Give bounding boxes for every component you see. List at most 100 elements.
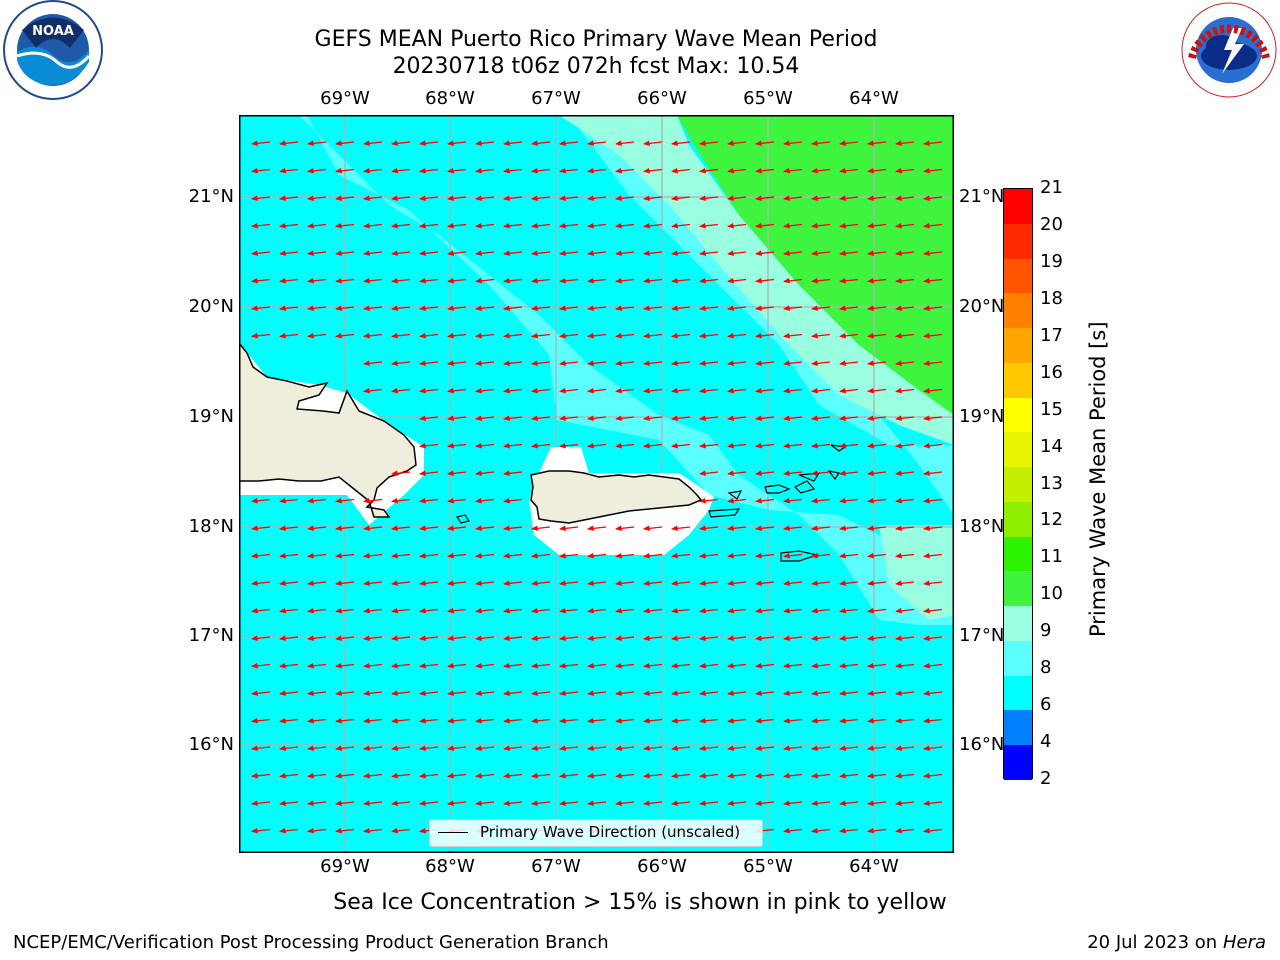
wave-arrow-head (559, 305, 566, 311)
wave-arrow-head (643, 443, 650, 449)
wave-arrow-head (531, 223, 538, 229)
wave-arrow-head (755, 553, 762, 559)
wave-arrow-head (867, 498, 874, 504)
wave-arrow-head (335, 745, 342, 751)
puerto-rico-landmass (530, 470, 703, 524)
colorbar-tick-label: 4 (1040, 731, 1052, 753)
wave-arrow-head (307, 140, 314, 146)
wave-arrow-head (307, 195, 314, 201)
wave-arrow-head (839, 140, 846, 146)
colorbar-segment (1004, 536, 1032, 572)
colorbar-segment (1004, 397, 1032, 433)
wave-arrow-head (783, 360, 790, 366)
wave-arrow-head (475, 140, 482, 146)
wave-arrow-head (391, 278, 398, 284)
wave-arrow-head (503, 195, 510, 201)
wave-arrow-head (503, 305, 510, 311)
wave-arrow-head (391, 580, 398, 586)
wave-arrow-head (727, 498, 734, 504)
wave-arrow-head (251, 580, 258, 586)
wave-arrow-head (587, 168, 594, 174)
wave-arrow-head (671, 388, 678, 394)
colorbar-segment (1004, 467, 1032, 503)
wave-arrow-head (783, 223, 790, 229)
wave-arrow-head (587, 773, 594, 779)
wave-arrow-head (391, 525, 398, 531)
wave-arrow-head (419, 800, 426, 806)
lat-tick-left: 20°N (188, 296, 234, 317)
period-region-10-11 (677, 115, 954, 415)
wave-arrow-head (363, 690, 370, 696)
wave-arrow-head (335, 663, 342, 669)
wave-arrow-head (727, 635, 734, 641)
wave-arrow-head (363, 250, 370, 256)
wave-arrow-head (671, 580, 678, 586)
wave-arrow-head (783, 498, 790, 504)
wave-arrow-head (559, 223, 566, 229)
lat-tick-left: 17°N (188, 625, 234, 646)
wave-arrow-head (895, 443, 902, 449)
lon-tick-bottom: 67°W (531, 856, 581, 877)
wave-arrow-head (419, 690, 426, 696)
colorbar-segment (1004, 293, 1032, 329)
wave-arrow-head (559, 388, 566, 394)
wave-arrow-head (839, 415, 846, 421)
wave-arrow-head (755, 415, 762, 421)
wave-arrow-head (839, 333, 846, 339)
wave-arrow-head (447, 250, 454, 256)
wave-arrow-head (363, 635, 370, 641)
wave-arrow-head (587, 525, 594, 531)
wave-arrow-head (363, 388, 370, 394)
wave-arrow-head (279, 305, 286, 311)
wave-arrow-head (867, 250, 874, 256)
wave-arrow-head (503, 470, 510, 476)
wave-arrow-head (587, 800, 594, 806)
wave-arrow-head (839, 223, 846, 229)
wave-arrow-head (783, 195, 790, 201)
wave-arrow-head (475, 800, 482, 806)
wave-arrow-head (755, 305, 762, 311)
wave-arrow-head (587, 195, 594, 201)
wave-arrow-head (503, 580, 510, 586)
wave-arrow-head (363, 553, 370, 559)
nws-logo (1178, 0, 1280, 100)
wave-arrow-head (447, 333, 454, 339)
wave-arrow-head (615, 608, 622, 614)
wave-arrow-head (251, 305, 258, 311)
colorbar-segment (1004, 432, 1032, 468)
wave-arrow-head (335, 140, 342, 146)
colorbar-segment (1004, 640, 1032, 677)
wave-arrow-head (895, 718, 902, 724)
lat-tick-right: 16°N (959, 734, 1005, 755)
wave-arrow-head (699, 415, 706, 421)
wave-arrow-head (615, 140, 622, 146)
colorbar-segment (1004, 258, 1032, 294)
wave-arrow-head (895, 195, 902, 201)
wave-arrow-head (727, 608, 734, 614)
wave-arrow-head (867, 525, 874, 531)
wave-arrow-head (335, 525, 342, 531)
wave-arrow-head (923, 525, 930, 531)
wave-arrow-head (475, 553, 482, 559)
wave-arrow-head (559, 800, 566, 806)
wave-arrow-head (587, 718, 594, 724)
wave-arrow-head (923, 140, 930, 146)
wave-arrow-head (307, 305, 314, 311)
wave-arrow-head (643, 525, 650, 531)
wave-arrow-head (587, 580, 594, 586)
colorbar-segment (1004, 362, 1032, 399)
wave-arrow-head (727, 333, 734, 339)
branch-credit: NCEP/EMC/Verification Post Processing Pr… (13, 932, 609, 953)
wave-arrow-head (587, 690, 594, 696)
wave-arrow-head (251, 278, 258, 284)
wave-arrow-head (391, 388, 398, 394)
noaa-logo: NOAA (2, 0, 104, 102)
wave-arrow-head (335, 800, 342, 806)
wave-arrow-head (475, 773, 482, 779)
wave-arrow-head (923, 195, 930, 201)
colorbar-tick-label: 15 (1040, 398, 1063, 420)
wave-arrow-head (559, 278, 566, 284)
wave-arrow-head (867, 745, 874, 751)
wave-arrow-head (531, 333, 538, 339)
wave-arrow-head (335, 305, 342, 311)
